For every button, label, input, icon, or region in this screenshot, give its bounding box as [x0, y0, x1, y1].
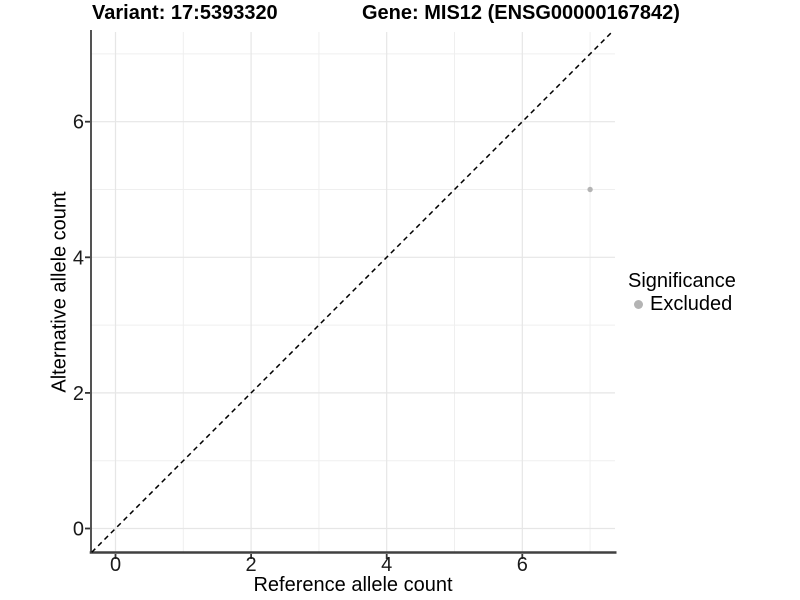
legend-key-dot [634, 299, 643, 309]
data-point-excluded [587, 186, 593, 193]
x-tick-label: 2 [246, 554, 257, 576]
legend: Significance Excluded [628, 270, 736, 315]
identity-line [91, 31, 613, 553]
y-tick-label: 0 [73, 519, 84, 541]
y-tick-label: 6 [73, 112, 84, 134]
legend-item-excluded: Excluded [628, 293, 736, 315]
legend-title: Significance [628, 270, 736, 292]
plot-title-gene: Gene: MIS12 (ENSG00000167842) [362, 2, 680, 24]
x-tick-label: 4 [381, 554, 392, 576]
x-tick-label: 0 [110, 554, 121, 576]
y-tick-label: 2 [73, 383, 84, 405]
x-tick-label: 6 [517, 554, 528, 576]
x-axis-title: Reference allele count [253, 574, 453, 596]
y-tick-label: 4 [73, 247, 84, 269]
y-axis-title: Alternative allele count [48, 191, 71, 393]
legend-item-label: Excluded [650, 293, 733, 315]
plot-title-variant: Variant: 17:5393320 [92, 2, 278, 24]
